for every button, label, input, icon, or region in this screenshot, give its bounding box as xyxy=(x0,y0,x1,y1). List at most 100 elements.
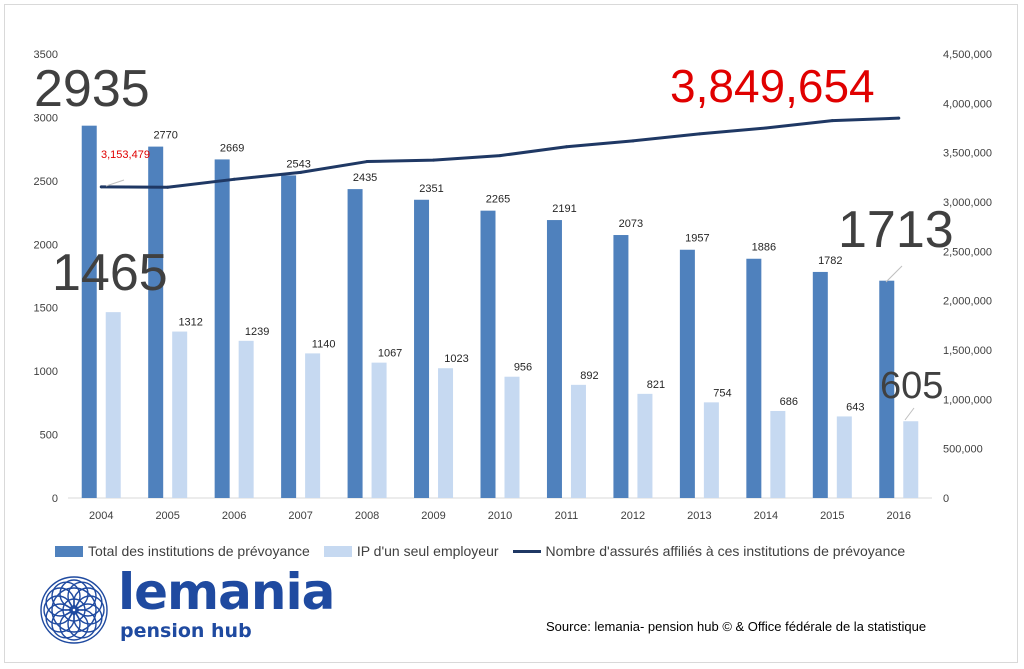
leader-line xyxy=(885,265,903,283)
bar-ip xyxy=(836,416,852,498)
bar-total xyxy=(679,249,695,498)
x-tick-label: 2011 xyxy=(555,510,579,522)
data-label-total: 1886 xyxy=(752,242,776,254)
x-tick-label: 2010 xyxy=(488,510,512,522)
right-tick-label: 3,000,000 xyxy=(943,197,992,209)
bar-total xyxy=(812,271,828,498)
annotation-line-last: 3,849,654 xyxy=(670,60,875,112)
legend-label-line: Nombre d'assurés affiliés à ces institut… xyxy=(545,543,906,559)
right-tick-label: 3,500,000 xyxy=(943,148,992,160)
x-tick-label: 2009 xyxy=(421,510,445,522)
bar-ip xyxy=(172,331,188,498)
x-tick-label: 2015 xyxy=(820,510,844,522)
bar-ip xyxy=(438,368,454,498)
left-axis: 0 500 1000 1500 2000 2500 3000 3500 xyxy=(34,49,58,505)
bar-total xyxy=(281,175,297,498)
bar-total xyxy=(546,220,562,498)
annotations: 2935 1465 1713 605 3,153,479 3,849,654 xyxy=(34,60,954,421)
line-point xyxy=(99,185,103,189)
legend-label-total: Total des institutions de prévoyance xyxy=(88,543,310,559)
leader-line xyxy=(904,407,915,421)
line-point xyxy=(631,139,635,143)
bar-ip xyxy=(238,340,254,498)
bar-total xyxy=(879,280,895,498)
right-axis: 0 500,000 1,000,000 1,500,000 2,000,000 2,500… xyxy=(943,49,992,505)
bar-total xyxy=(414,199,430,498)
annotation-ip-last: 605 xyxy=(880,365,943,407)
bar-ip xyxy=(504,376,520,498)
data-label-total: 1957 xyxy=(685,233,709,245)
right-tick-label: 1,500,000 xyxy=(943,345,992,357)
legend-item-line: Nombre d'assurés affiliés à ces institut… xyxy=(512,543,906,559)
right-tick-label: 4,000,000 xyxy=(943,98,992,110)
chart-frame xyxy=(4,4,1018,663)
data-label-ip: 892 xyxy=(580,370,598,382)
right-tick-label: 0 xyxy=(943,493,949,505)
data-label-ip: 1067 xyxy=(378,348,402,360)
right-tick-label: 500,000 xyxy=(943,444,983,456)
bar-total xyxy=(347,189,363,499)
data-label-ip: 686 xyxy=(780,396,798,408)
bar-ip xyxy=(770,410,786,498)
line-point xyxy=(764,126,768,130)
data-label-ip: 1239 xyxy=(245,326,269,338)
data-label-ip: 754 xyxy=(713,387,731,399)
legend-swatch-ip xyxy=(323,545,352,557)
left-tick-label: 3000 xyxy=(34,112,58,124)
bar-total xyxy=(613,235,629,498)
left-tick-label: 2500 xyxy=(34,176,58,188)
line-point xyxy=(299,170,303,174)
left-tick-label: 500 xyxy=(40,430,58,442)
bar-total xyxy=(214,159,230,499)
bar-ip xyxy=(105,312,121,498)
left-tick-label: 1500 xyxy=(34,303,58,315)
legend-label-ip: IP d'un seul employeur xyxy=(356,543,499,559)
data-label-total: 2191 xyxy=(552,203,576,215)
x-tick-label: 2013 xyxy=(687,510,711,522)
right-tick-label: 4,500,000 xyxy=(943,49,992,61)
x-tick-label: 2004 xyxy=(89,510,113,522)
x-tick-label: 2014 xyxy=(754,510,778,522)
left-tick-label: 3500 xyxy=(34,49,58,61)
data-label-ip: 1312 xyxy=(178,317,202,329)
x-axis-ticks: 2004 2005 2006 2007 2008 2009 2010 2011 2012 2013… xyxy=(89,510,911,522)
line-series xyxy=(99,116,901,189)
line-point xyxy=(432,158,436,162)
x-tick-label: 2007 xyxy=(288,510,312,522)
data-label-ip: 643 xyxy=(846,401,864,413)
data-label-total: 1782 xyxy=(818,255,842,267)
bar-total xyxy=(746,258,762,498)
line-point xyxy=(830,119,834,123)
bar-total xyxy=(81,125,97,498)
legend-swatch-line xyxy=(512,549,541,553)
annotation-total-last: 1713 xyxy=(838,201,954,259)
data-label-total: 2073 xyxy=(619,218,643,230)
data-label-ip: 1023 xyxy=(444,353,468,365)
legend: Total des institutions de prévoyance IP … xyxy=(55,541,1015,561)
line-point xyxy=(232,177,236,181)
right-tick-label: 2,500,000 xyxy=(943,246,992,258)
data-label-ip: 821 xyxy=(647,379,665,391)
data-label-ip: 956 xyxy=(514,362,532,374)
left-tick-label: 0 xyxy=(52,493,58,505)
line-point xyxy=(564,145,568,149)
rosette-logo-icon xyxy=(40,576,108,644)
rosette-petal xyxy=(73,587,103,617)
right-tick-label: 1,000,000 xyxy=(943,394,992,406)
x-tick-label: 2008 xyxy=(355,510,379,522)
annotation-total-first: 2935 xyxy=(34,60,150,118)
leader-line xyxy=(105,179,125,187)
data-label-total: 2265 xyxy=(486,194,510,206)
bar-ip xyxy=(903,421,919,498)
legend-swatch-total xyxy=(55,545,83,557)
line-point xyxy=(498,154,502,158)
data-label-total: 2435 xyxy=(353,172,377,184)
line-point xyxy=(897,116,901,120)
source-note: Source: lemania- pension hub © & Office … xyxy=(546,619,927,634)
left-tick-label: 2000 xyxy=(34,239,58,251)
data-label-ip: 1140 xyxy=(312,338,336,350)
bar-ip xyxy=(637,393,653,498)
lemania-logo: lemania pension hub xyxy=(38,563,358,652)
line-point xyxy=(365,160,369,164)
rosette-petal xyxy=(67,581,97,611)
